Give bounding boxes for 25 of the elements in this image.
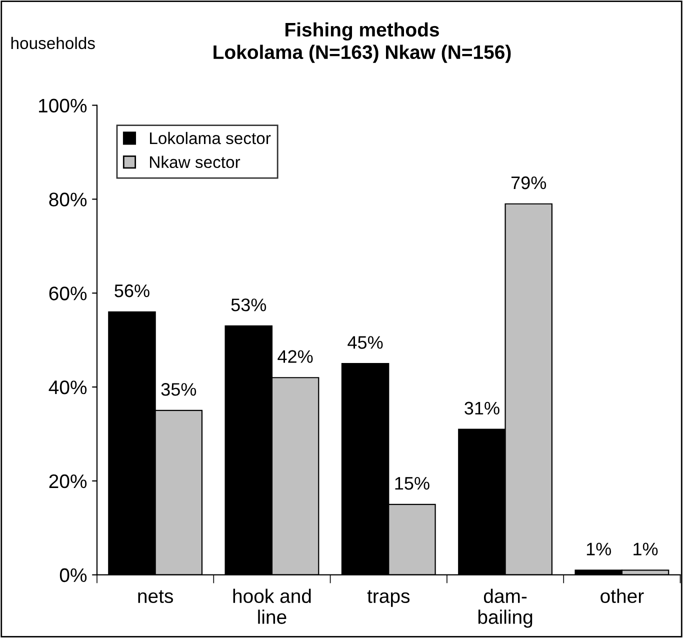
y-tick-label: 60%: [49, 286, 87, 300]
x-tick-label: traps: [367, 590, 410, 607]
data-label: 56%: [114, 284, 150, 298]
x-tick-label: nets: [138, 590, 173, 604]
data-label: 42%: [278, 350, 313, 363]
y-tick-label: 40%: [48, 380, 87, 394]
y-tick-label: 0%: [60, 568, 87, 582]
x-tick-label: hook and line: [233, 588, 311, 624]
data-label: 15%: [395, 477, 430, 490]
y-axis-title: households: [11, 36, 95, 50]
data-label: 31%: [464, 402, 500, 415]
x-tick-label: other: [600, 588, 644, 604]
legend-label: Nkaw sector: [150, 156, 240, 168]
y-tick-label: 20%: [49, 474, 87, 488]
data-label: 79%: [511, 176, 546, 190]
data-label: 53%: [231, 298, 266, 312]
y-tick-label: 100%: [39, 98, 87, 113]
data-label: 45%: [348, 336, 383, 349]
legend-label: Lokolama sector: [150, 132, 271, 144]
x-tick-label: dam- bailing: [478, 588, 532, 628]
data-label: 1%: [634, 542, 658, 556]
chart-title: Fishing methods Lokolama (N=163) Nkaw (N=156): [214, 22, 511, 63]
y-tick-label: 80%: [49, 192, 87, 206]
data-label: 35%: [161, 383, 196, 396]
data-label: 1%: [586, 542, 612, 556]
